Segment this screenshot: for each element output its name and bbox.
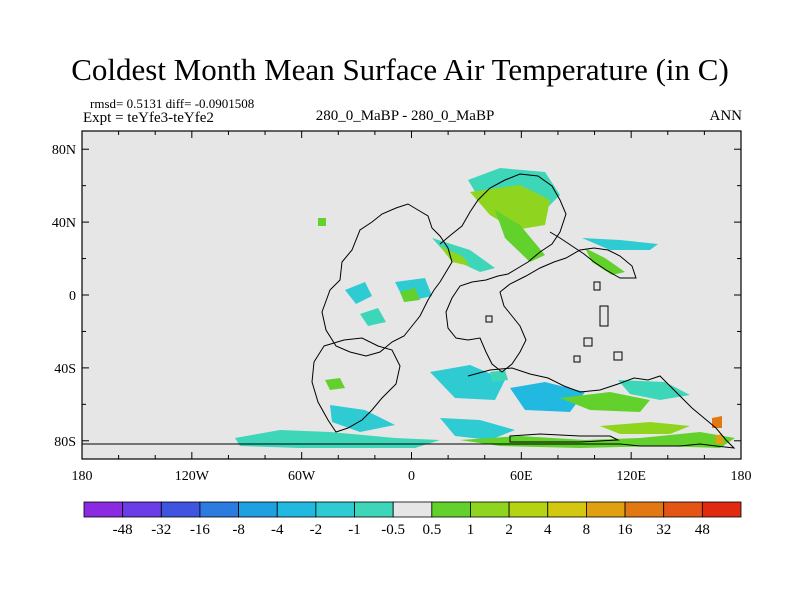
y-tick-label: 40N: [52, 216, 76, 231]
anomaly-patch: [400, 288, 420, 302]
coastline: [439, 173, 637, 373]
anomaly-patch: [618, 380, 690, 400]
season-label: ANN: [709, 108, 743, 124]
colorbar-swatch: [624, 501, 665, 518]
anomaly-patch: [560, 392, 650, 412]
coastline: [485, 315, 493, 323]
colorbar-swatch: [431, 501, 471, 518]
coastline: [599, 305, 609, 327]
y-axis: 80N 40N 0 40S 80S: [52, 143, 741, 450]
anomaly-patch: [318, 218, 326, 226]
colorbar-label: -16: [190, 522, 210, 538]
anomaly-patch: [715, 434, 724, 444]
anomaly-patch: [430, 365, 505, 400]
anomaly-patch: [470, 185, 550, 230]
colorbar-label: 8: [583, 522, 591, 538]
anomaly-patch: [582, 238, 658, 250]
y-tick-label: 80N: [52, 143, 76, 158]
colorbar-label: 2: [505, 522, 513, 538]
coastlines: [82, 173, 736, 449]
coastline: [583, 337, 593, 347]
x-tick-label: 60W: [288, 469, 316, 484]
colorbar-swatch: [701, 501, 742, 518]
coastline: [311, 337, 401, 433]
anomaly-patch: [440, 246, 470, 266]
coastline: [82, 367, 736, 449]
colorbar-label: 48: [695, 522, 710, 538]
x-tick-label: 120W: [175, 469, 210, 484]
anomaly-patch: [490, 370, 508, 382]
anomaly-patch: [712, 416, 722, 428]
coastline: [509, 433, 620, 443]
anomaly-patch: [510, 382, 585, 412]
colorbar-label: -2: [310, 522, 323, 538]
x-tick-label: 60E: [510, 469, 533, 484]
center-label: 280_0_MaBP - 280_0_MaBP: [315, 108, 495, 124]
x-tick-label: 120E: [616, 469, 646, 484]
colorbar-label: 32: [656, 522, 671, 538]
colorbar-swatch: [199, 501, 239, 518]
colorbar-swatch: [238, 501, 278, 518]
coastline: [573, 355, 581, 363]
anomaly-patch: [585, 248, 625, 275]
anomaly-patch: [345, 282, 372, 304]
anomaly-patch: [495, 210, 545, 262]
colorbar-label: 16: [618, 522, 634, 538]
anomaly-patch: [330, 405, 395, 432]
colorbar-label: 0.5: [422, 522, 441, 538]
colorbar-label: 1: [467, 522, 475, 538]
x-axis: 180 120W 60W 0 60E 120E 180: [72, 131, 752, 484]
stats-label: rmsd= 0.5131 diff= -0.0901508: [90, 96, 255, 111]
x-tick-label: 0: [408, 469, 415, 484]
colorbar-swatch: [354, 501, 394, 518]
colorbar-label: -4: [271, 522, 284, 538]
colorbar-swatch: [547, 501, 587, 518]
colorbar-label: -48: [113, 522, 133, 538]
anomaly-patches: [235, 168, 735, 448]
colorbar-swatch: [160, 501, 201, 518]
anomaly-patch: [325, 378, 345, 390]
y-tick-label: 0: [69, 289, 76, 304]
colorbar-swatch: [470, 501, 510, 518]
coastline: [593, 281, 601, 291]
colorbar-swatch: [122, 501, 162, 518]
colorbar-swatch: [508, 501, 549, 518]
x-tick-label: 180: [72, 469, 93, 484]
colorbar-swatch: [586, 501, 626, 518]
chart-title: Coldest Month Mean Surface Air Temperatu…: [71, 52, 729, 87]
coastline: [321, 203, 453, 357]
y-tick-label: 80S: [54, 435, 76, 450]
anomaly-patch: [600, 422, 690, 434]
colorbar-swatch: [663, 501, 703, 518]
anomaly-patch: [432, 238, 495, 272]
experiment-label: Expt = teYfe3-teYfe2: [83, 110, 214, 126]
colorbar-label: -32: [151, 522, 171, 538]
colorbar-label: -0.5: [381, 522, 405, 538]
colorbar-swatch: [276, 501, 317, 518]
colorbar-label: 4: [544, 522, 552, 538]
anomaly-patch: [440, 418, 515, 440]
colorbar-swatch: [315, 501, 355, 518]
colorbar-label: -8: [232, 522, 245, 538]
coastline: [613, 351, 623, 361]
x-tick-label: 180: [731, 469, 752, 484]
anomaly-patch: [360, 308, 386, 326]
colorbar-label: -1: [348, 522, 361, 538]
y-tick-label: 40S: [54, 362, 76, 377]
colorbar-swatch: [392, 501, 433, 518]
colorbar-swatch: [83, 501, 124, 518]
colorbar: -48 -32 -16 -8 -4 -2 -1 -0.5 0.5 1 2 4 8 16 32 48: [83, 501, 742, 538]
